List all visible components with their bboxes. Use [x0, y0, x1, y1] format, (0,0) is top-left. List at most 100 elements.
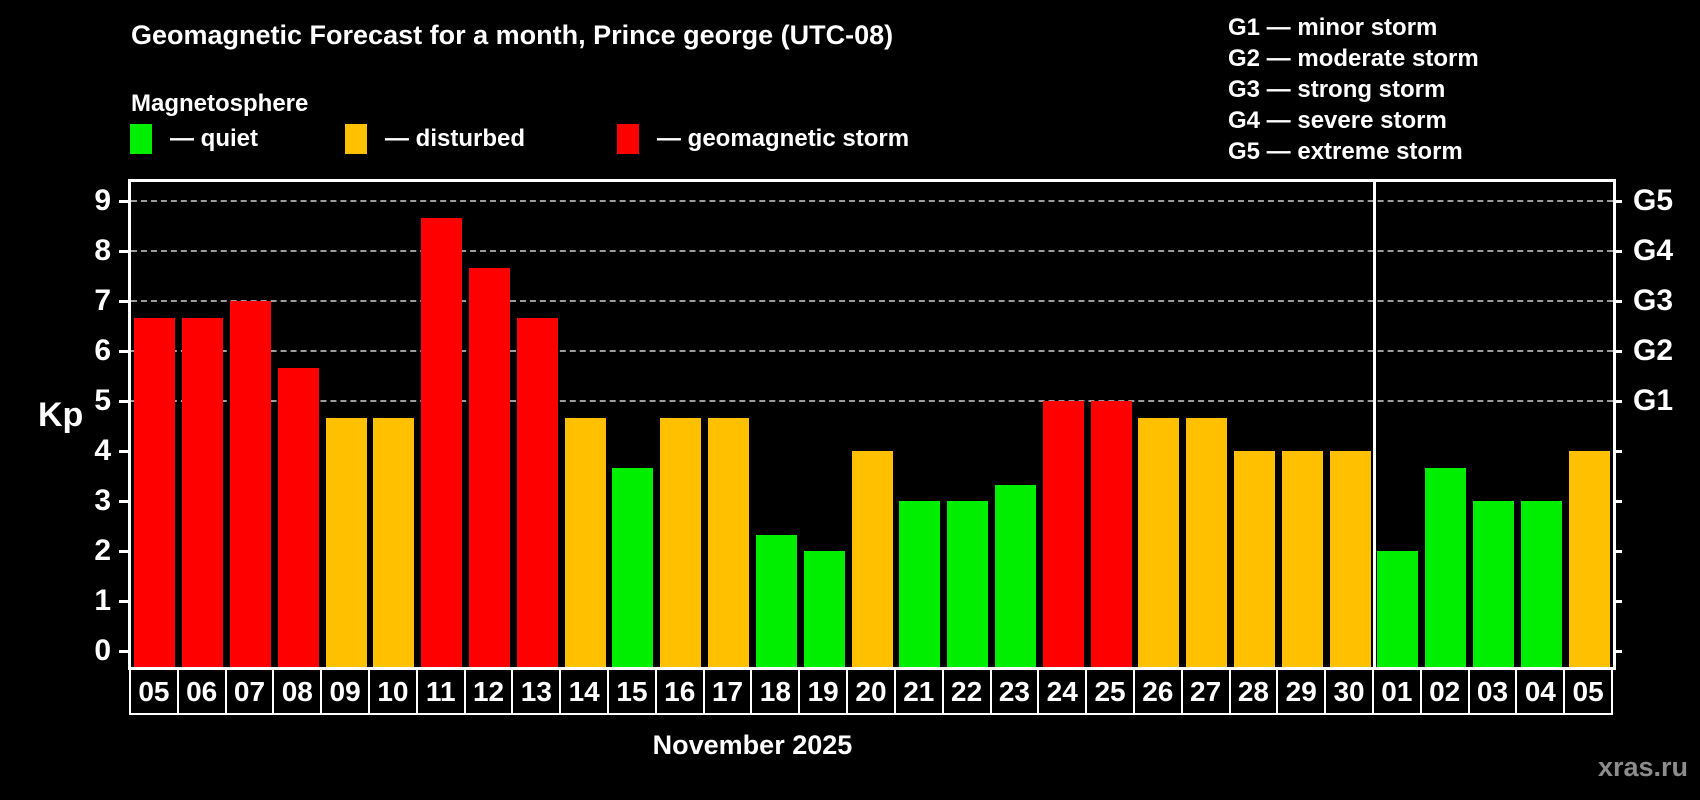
bar-nov-27 — [1186, 417, 1228, 667]
y-axis-title: Kp — [38, 396, 84, 434]
bar-nov-25 — [1090, 401, 1132, 667]
legend-swatch-quiet — [130, 124, 152, 154]
bar-nov-19 — [803, 551, 845, 667]
y-tick-4 — [119, 450, 128, 453]
g-tick-1 — [1613, 600, 1622, 603]
bar-nov-30 — [1329, 451, 1371, 667]
date-label-nov-18: 18 — [750, 668, 801, 715]
bar-nov-29 — [1281, 451, 1323, 667]
bar-nov-24 — [1042, 401, 1084, 667]
gridline-kp9 — [131, 200, 1613, 202]
g-tick-6 — [1613, 350, 1622, 353]
date-label-nov-05: 05 — [129, 668, 179, 715]
g-tick-9 — [1613, 200, 1622, 203]
g-label-g3: G3 — [1633, 284, 1674, 317]
date-label-nov-16: 16 — [654, 668, 705, 715]
g-label-g5: G5 — [1633, 184, 1674, 217]
bar-nov-17 — [708, 417, 750, 667]
g-legend-line-1: G1 — minor storm — [1228, 14, 1438, 41]
bar-nov-11 — [421, 217, 463, 667]
date-label-nov-27: 27 — [1180, 668, 1231, 715]
y-tick-6 — [119, 350, 128, 353]
month-label: November 2025 — [652, 730, 853, 760]
bar-nov-05 — [134, 317, 176, 667]
bar-nov-28 — [1233, 451, 1275, 667]
y-tick-label-7: 7 — [94, 284, 111, 317]
date-label-nov-09: 09 — [320, 668, 371, 715]
y-tick-2 — [119, 550, 128, 553]
date-label-dec-05: 05 — [1563, 668, 1613, 715]
bar-nov-07 — [230, 301, 272, 667]
month-separator — [1372, 182, 1376, 667]
y-tick-9 — [119, 200, 128, 203]
legend-label-storm: — geomagnetic storm — [657, 125, 910, 152]
date-label-nov-11: 11 — [415, 668, 466, 715]
y-tick-label-8: 8 — [94, 234, 111, 267]
date-label-nov-13: 13 — [511, 668, 562, 715]
date-label-nov-10: 10 — [368, 668, 418, 715]
y-tick-label-3: 3 — [94, 484, 111, 517]
bar-nov-12 — [469, 267, 511, 667]
g-legend-line-4: G4 — severe storm — [1228, 107, 1447, 134]
bar-dec-02 — [1425, 467, 1467, 667]
bar-nov-10 — [373, 417, 415, 667]
gridline-kp5 — [131, 400, 1613, 402]
bar-nov-06 — [182, 317, 224, 667]
gridline-kp7 — [131, 300, 1613, 302]
y-tick-0 — [119, 650, 128, 653]
y-tick-label-5: 5 — [94, 384, 111, 417]
date-label-nov-06: 06 — [176, 668, 227, 715]
date-label-nov-19: 19 — [798, 668, 849, 715]
date-label-nov-08: 08 — [272, 668, 323, 715]
date-label-nov-14: 14 — [559, 668, 610, 715]
g-legend-line-5: G5 — extreme storm — [1228, 138, 1463, 165]
bar-nov-26 — [1138, 417, 1180, 667]
date-label-dec-03: 03 — [1467, 668, 1518, 715]
g-label-g1: G1 — [1633, 384, 1674, 417]
y-tick-label-4: 4 — [94, 434, 111, 467]
watermark: xras.ru — [1597, 752, 1688, 782]
y-tick-label-9: 9 — [94, 184, 111, 217]
g-tick-0 — [1613, 650, 1622, 653]
bar-nov-22 — [947, 501, 989, 667]
bar-nov-23 — [994, 484, 1036, 667]
bar-nov-08 — [277, 367, 319, 667]
g-tick-5 — [1613, 400, 1622, 403]
magnetosphere-label: Magnetosphere — [131, 90, 309, 117]
g-label-g4: G4 — [1633, 234, 1674, 267]
legend-label-disturbed: — disturbed — [385, 125, 526, 152]
bar-nov-18 — [755, 534, 797, 667]
bar-nov-13 — [516, 317, 558, 667]
bar-nov-14 — [564, 417, 606, 667]
g-tick-4 — [1613, 450, 1622, 453]
y-tick-7 — [119, 300, 128, 303]
g-tick-7 — [1613, 300, 1622, 303]
date-label-nov-26: 26 — [1132, 668, 1183, 715]
g-tick-3 — [1613, 500, 1622, 503]
bar-nov-20 — [851, 451, 893, 667]
date-label-nov-12: 12 — [463, 668, 514, 715]
y-tick-label-6: 6 — [94, 334, 111, 367]
date-label-nov-07: 07 — [224, 668, 275, 715]
y-tick-label-1: 1 — [94, 584, 111, 617]
date-label-dec-04: 04 — [1515, 668, 1566, 715]
g-tick-2 — [1613, 550, 1622, 553]
date-label-dec-02: 02 — [1419, 668, 1470, 715]
y-tick-label-0: 0 — [94, 634, 111, 667]
legend-swatch-disturbed — [345, 124, 367, 154]
page-title: Geomagnetic Forecast for a month, Prince… — [131, 20, 894, 50]
bar-dec-01 — [1377, 551, 1419, 667]
date-label-nov-28: 28 — [1228, 668, 1279, 715]
g-legend-line-3: G3 — strong storm — [1228, 76, 1446, 103]
y-tick-1 — [119, 600, 128, 603]
date-label-nov-29: 29 — [1276, 668, 1327, 715]
legend-swatch-storm — [617, 124, 639, 154]
y-tick-label-2: 2 — [94, 534, 111, 567]
bar-nov-21 — [899, 501, 941, 667]
date-label-nov-20: 20 — [846, 668, 896, 715]
date-label-nov-30: 30 — [1324, 668, 1374, 715]
gridline-kp8 — [131, 250, 1613, 252]
date-label-nov-21: 21 — [893, 668, 944, 715]
date-label-nov-17: 17 — [702, 668, 753, 715]
